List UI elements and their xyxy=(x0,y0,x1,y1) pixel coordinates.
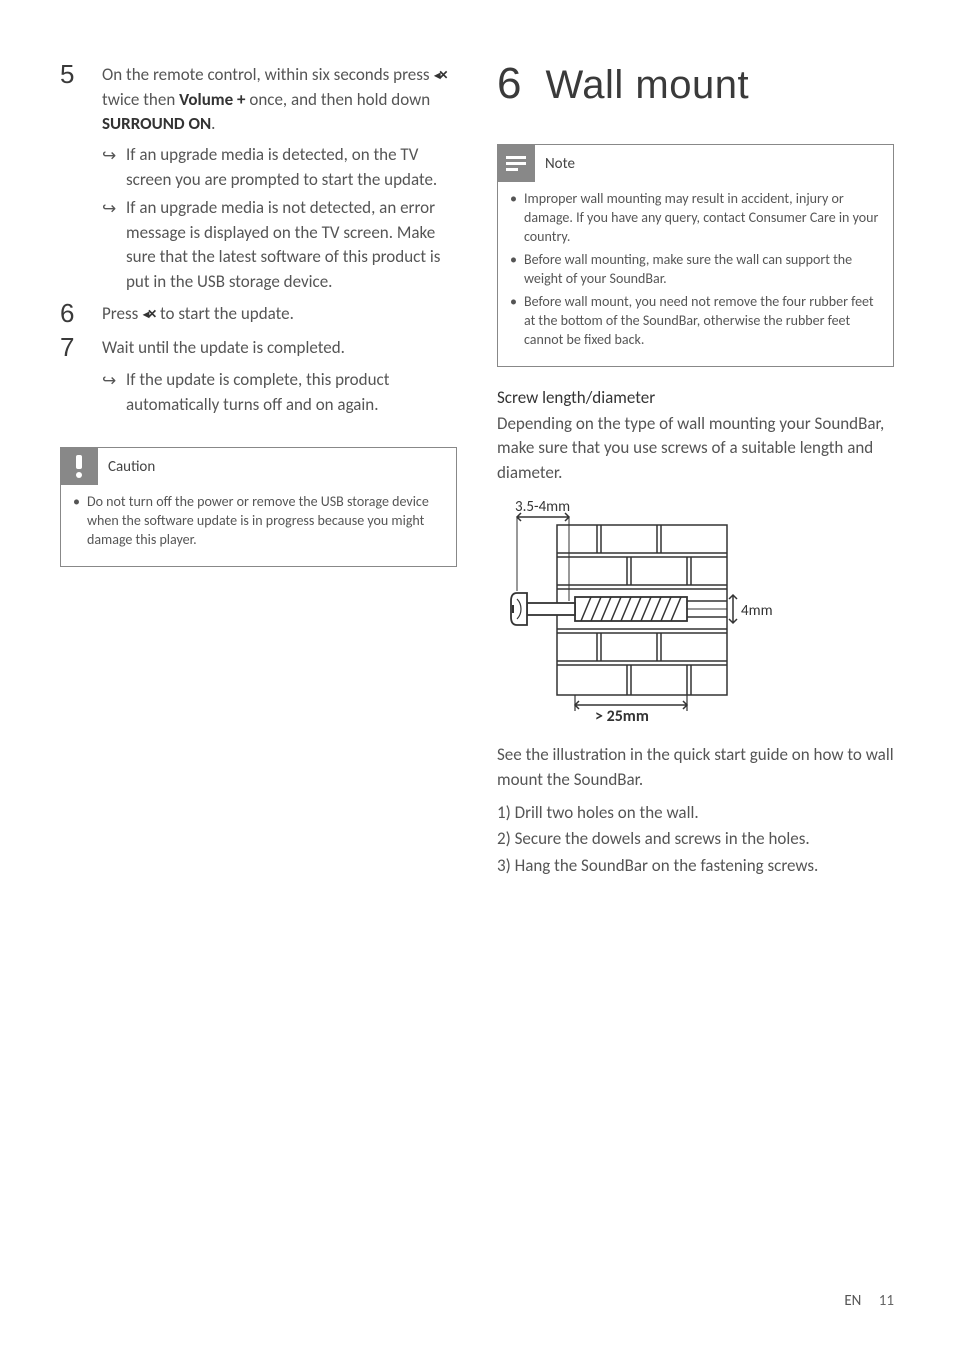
note-icon xyxy=(497,144,535,182)
sub-text: If the update is complete, this product … xyxy=(126,368,457,417)
sub-arrow-icon: ↪ xyxy=(102,368,126,391)
step-number: 5 xyxy=(60,60,102,89)
note-items: Improper wall mounting may result in acc… xyxy=(498,182,893,365)
sub-text: If an upgrade media is detected, on the … xyxy=(126,143,457,192)
sub-text: If an upgrade media is not detected, an … xyxy=(126,196,457,295)
steps-list: 5On the remote control, within six secon… xyxy=(60,60,457,417)
step-sub-item: ↪If an upgrade media is detected, on the… xyxy=(60,143,457,192)
note-item: Before wall mount, you need not remove t… xyxy=(524,293,879,350)
right-column: 6 Wall mount Note Improper wall mounting… xyxy=(497,60,894,1310)
caution-icon xyxy=(60,447,98,485)
footer-page-number: 11 xyxy=(879,1292,894,1310)
step-item: 6Press ◂✕ to start the update. xyxy=(60,299,457,328)
note-item: Improper wall mounting may result in acc… xyxy=(524,190,879,247)
caution-box: Caution Do not turn off the power or rem… xyxy=(60,447,457,567)
step-sub-item: ↪If the update is complete, this product… xyxy=(60,368,457,417)
section-number: 6 xyxy=(497,60,521,108)
caution-label: Caution xyxy=(104,458,155,476)
post-diagram-text: See the illustration in the quick start … xyxy=(497,743,894,792)
sub-arrow-icon: ↪ xyxy=(102,143,126,166)
caution-header: Caution xyxy=(61,448,456,485)
step-text: Wait until the update is completed. xyxy=(102,333,345,361)
screw-diagram: 3.5-4mm xyxy=(497,495,787,725)
svg-text:> 25mm: > 25mm xyxy=(595,707,649,725)
step-number: 7 xyxy=(60,333,102,362)
screw-heading: Screw length/diameter xyxy=(497,387,894,408)
note-label: Note xyxy=(541,155,575,173)
instruction-line: 2) Secure the dowels and screws in the h… xyxy=(497,827,894,852)
note-header: Note xyxy=(498,145,893,182)
page-footer: EN 11 xyxy=(844,1292,894,1310)
svg-text:4mm: 4mm xyxy=(741,602,773,620)
section-heading: 6 Wall mount xyxy=(497,60,894,108)
note-box: Note Improper wall mounting may result i… xyxy=(497,144,894,366)
instruction-line: 1) Drill two holes on the wall. xyxy=(497,801,894,826)
instruction-line: 3) Hang the SoundBar on the fastening sc… xyxy=(497,854,894,879)
step-number: 6 xyxy=(60,299,102,328)
left-column: 5On the remote control, within six secon… xyxy=(60,60,457,1310)
sub-arrow-icon: ↪ xyxy=(102,196,126,219)
note-item: Before wall mounting, make sure the wall… xyxy=(524,251,879,289)
wall-mount-instructions: 1) Drill two holes on the wall.2) Secure… xyxy=(497,801,894,879)
mute-icon: ◂✕ xyxy=(143,307,155,324)
step-text: Press ◂✕ to start the update. xyxy=(102,299,294,327)
step-item: 5On the remote control, within six secon… xyxy=(60,60,457,137)
screw-paragraph: Depending on the type of wall mounting y… xyxy=(497,412,894,486)
step-text: On the remote control, within six second… xyxy=(102,60,457,137)
bold-text: SURROUND ON xyxy=(102,113,211,134)
caution-items: Do not turn off the power or remove the … xyxy=(61,485,456,566)
caution-item: Do not turn off the power or remove the … xyxy=(87,493,442,550)
step-sub-item: ↪If an upgrade media is not detected, an… xyxy=(60,196,457,295)
diagram-head-dim: 3.5-4mm xyxy=(515,498,570,516)
step-item: 7Wait until the update is completed. xyxy=(60,333,457,362)
bold-text: Volume + xyxy=(179,89,245,110)
footer-language: EN xyxy=(844,1292,861,1310)
mute-icon: ◂✕ xyxy=(434,68,446,85)
section-title: Wall mount xyxy=(545,63,749,107)
